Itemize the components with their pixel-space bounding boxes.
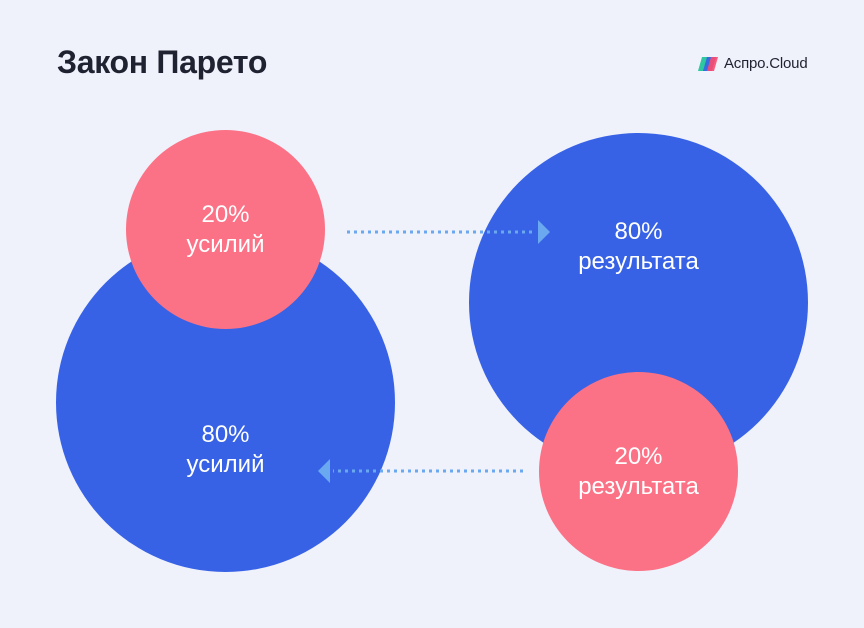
result-20-percent: 20% bbox=[614, 442, 663, 470]
aspro-cloud-logo-icon bbox=[698, 56, 718, 71]
circle-effort-20: 20% усилий bbox=[126, 130, 325, 329]
arrow-effort-to-result bbox=[347, 220, 550, 244]
result-20-label: результата bbox=[578, 472, 699, 500]
arrow-result-to-effort bbox=[318, 459, 523, 483]
effort-80-label: усилий bbox=[186, 451, 265, 478]
circle-result-20: 20% результата bbox=[539, 372, 738, 571]
brand-logo: Аспро.Cloud bbox=[698, 55, 808, 72]
page-title: Закон Парето bbox=[57, 44, 268, 80]
result-80-percent: 80% bbox=[614, 217, 663, 245]
arrow-left-icon bbox=[318, 459, 330, 483]
effort-80-percent: 80% bbox=[201, 421, 250, 448]
logo-text: Аспро.Cloud bbox=[724, 55, 808, 72]
arrow-right-icon bbox=[538, 220, 550, 244]
effort-20-percent: 20% bbox=[201, 200, 250, 228]
effort-20-label: усилий bbox=[186, 230, 265, 258]
result-80-label: результата bbox=[578, 247, 699, 275]
